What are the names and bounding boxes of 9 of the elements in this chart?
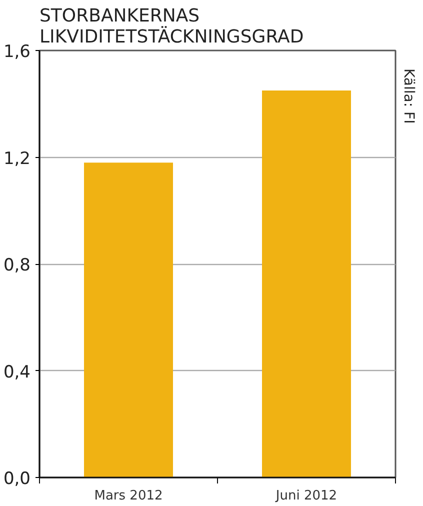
y-tick-label: 0,8 (3, 256, 31, 276)
y-tick-label: 1,6 (3, 42, 31, 62)
x-tick-label: Juni 2012 (274, 488, 338, 504)
y-tick-label: 0,4 (3, 362, 31, 382)
x-tick-label: Mars 2012 (94, 488, 163, 504)
chart-title: STORBANKERNAS LIKVIDITETSTÄCKNINGSGRAD (40, 6, 304, 48)
y-tick-label: 0,0 (3, 469, 31, 489)
y-tick-label: 1,2 (3, 148, 31, 169)
text: Källa: FI (400, 68, 416, 124)
